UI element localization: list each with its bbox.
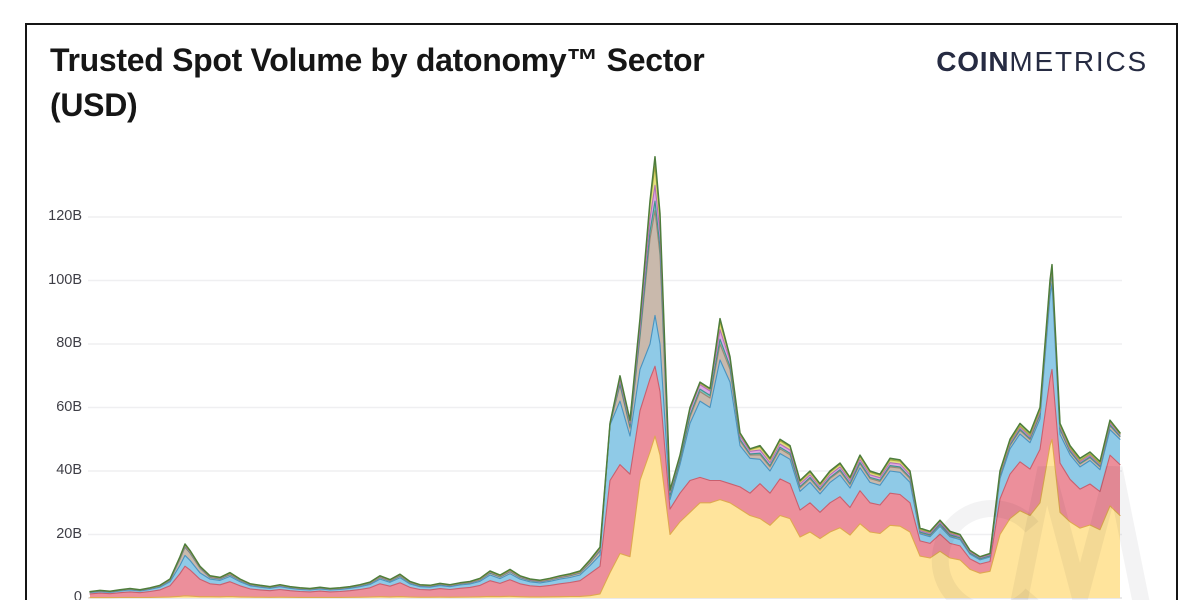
y-axis-label: 0 [73, 589, 82, 600]
coinmetrics-logo: COINMETRICS [936, 46, 1148, 78]
y-axis-label: 20B [56, 525, 82, 542]
chart-title: Trusted Spot Volume by datonomy™ Sector … [50, 42, 705, 124]
area-sector-rose [90, 366, 1120, 598]
y-axis-label: 120B [48, 208, 82, 224]
logo-text-coin: COIN [936, 46, 1010, 77]
logo-text-metrics: METRICS [1009, 46, 1148, 77]
y-axis-label: 40B [56, 462, 82, 478]
area-sector-yellow-bottom [90, 436, 1120, 598]
y-axis-label: 60B [56, 398, 82, 415]
y-axis-label: 100B [48, 271, 82, 288]
y-axis-label: 80B [56, 335, 82, 351]
